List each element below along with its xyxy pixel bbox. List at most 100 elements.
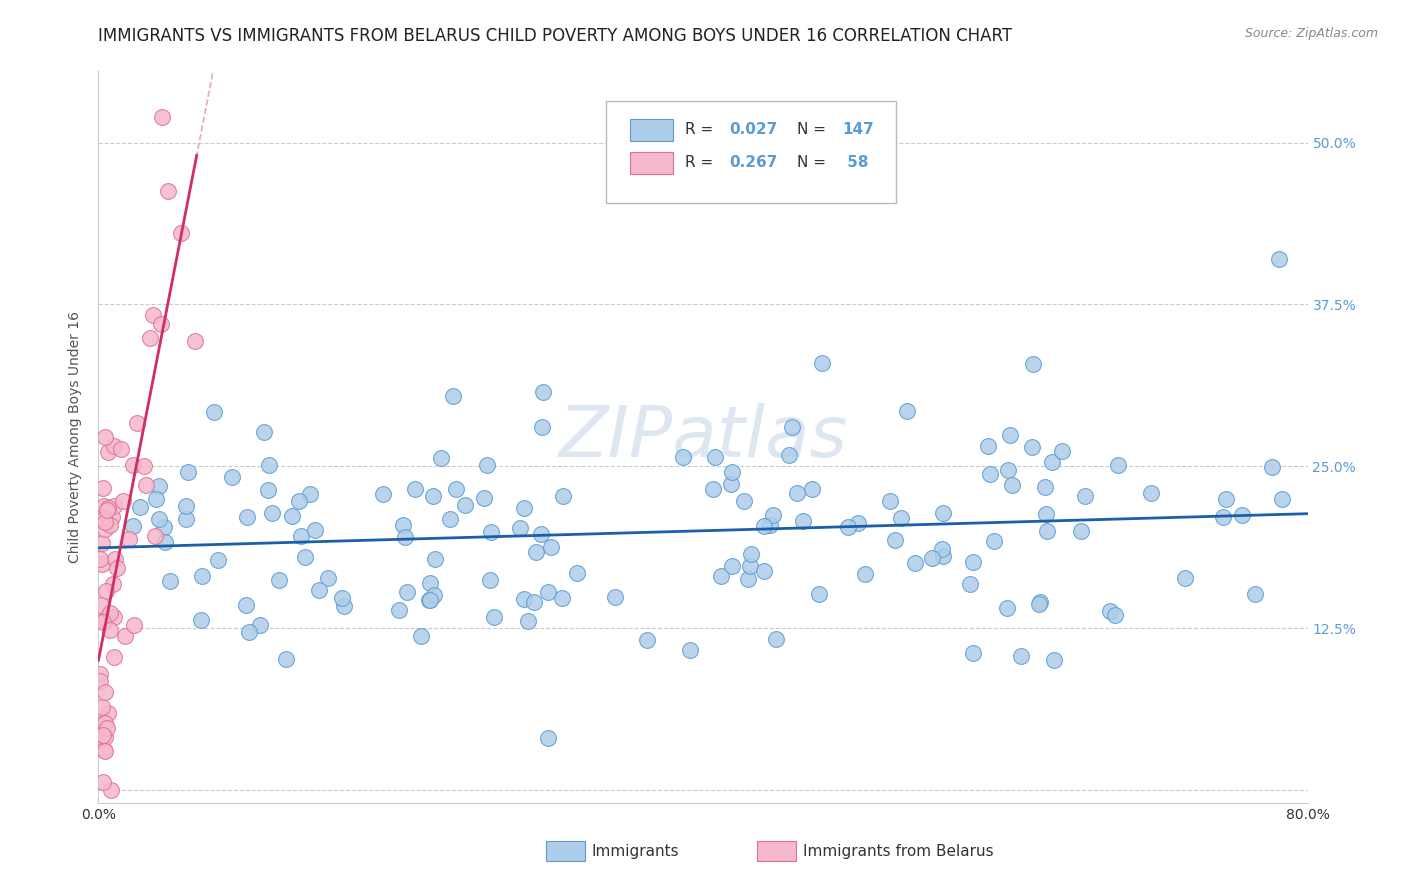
Point (1073, 490, 1095, 504)
Point (96, 584, 118, 599)
Point (446, 482, 468, 496)
Point (526, 544, 548, 558)
Point (422, 489, 444, 503)
Point (94, 430, 117, 444)
Point (472, 491, 495, 505)
Point (762, 508, 785, 523)
Point (423, 589, 446, 603)
Text: N =: N = (797, 155, 831, 170)
Point (1140, 486, 1163, 500)
Point (636, 632, 658, 647)
Point (294, 550, 316, 565)
Point (418, 593, 440, 607)
Point (672, 450, 695, 465)
Point (1174, 571, 1197, 585)
Point (1021, 440, 1043, 454)
Point (921, 551, 943, 566)
Point (1215, 492, 1237, 507)
Point (159, 574, 181, 588)
Point (100, 782, 122, 797)
Point (156, 185, 179, 199)
Point (430, 450, 453, 465)
Point (959, 577, 981, 591)
Bar (630, 152, 672, 174)
Text: R =: R = (685, 122, 718, 137)
Point (889, 511, 911, 525)
Point (932, 507, 955, 521)
Text: ZIPatlas: ZIPatlas (558, 402, 848, 472)
Text: Source: ZipAtlas.com: Source: ZipAtlas.com (1244, 27, 1378, 40)
Point (1040, 454, 1063, 468)
Point (1099, 604, 1122, 618)
Point (93, 731, 115, 745)
Point (94, 614, 117, 628)
Point (94, 515, 117, 529)
Point (100, 518, 122, 533)
Point (394, 530, 416, 544)
Point (262, 506, 284, 520)
Point (236, 510, 259, 524)
Point (752, 519, 775, 533)
Point (1261, 460, 1284, 475)
Point (90, 716, 112, 731)
Point (97, 444, 120, 458)
Point (89, 666, 111, 681)
Point (104, 552, 127, 566)
Point (522, 595, 544, 609)
Point (125, 416, 148, 430)
Point (765, 632, 787, 646)
Point (184, 334, 207, 349)
Point (98, 623, 121, 637)
Point (997, 462, 1019, 476)
Point (395, 585, 418, 599)
Point (896, 403, 918, 417)
Text: R =: R = (685, 155, 718, 170)
Point (1070, 524, 1092, 538)
Point (91, 481, 114, 495)
Point (720, 559, 742, 574)
Point (93, 512, 115, 526)
Point (252, 425, 274, 440)
Point (91, 535, 114, 549)
Point (150, 110, 173, 124)
Point (118, 532, 141, 546)
Point (129, 500, 152, 514)
Point (177, 465, 200, 479)
Point (238, 624, 260, 639)
Point (962, 646, 984, 660)
Point (1050, 444, 1073, 458)
Point (174, 512, 197, 526)
Point (91, 728, 114, 742)
Point (1230, 508, 1253, 522)
Point (93, 499, 115, 513)
Point (290, 529, 312, 543)
Point (388, 603, 411, 617)
Point (105, 560, 128, 574)
Point (256, 483, 278, 497)
Point (482, 610, 505, 624)
Point (149, 317, 172, 331)
FancyBboxPatch shape (606, 101, 897, 203)
Point (879, 494, 901, 508)
Point (304, 523, 326, 537)
Point (139, 331, 162, 345)
Text: 58: 58 (842, 155, 869, 170)
Point (101, 509, 124, 524)
Point (94, 716, 117, 731)
Point (565, 566, 588, 580)
Y-axis label: Child Poverty Among Boys Under 16: Child Poverty Among Boys Under 16 (69, 311, 83, 563)
Point (553, 489, 575, 503)
Point (121, 519, 143, 533)
Point (418, 592, 440, 607)
Point (1022, 357, 1045, 371)
Point (979, 467, 1001, 482)
Point (453, 498, 475, 512)
Point (778, 448, 800, 462)
Point (1243, 586, 1265, 600)
Point (721, 466, 744, 480)
Point (932, 549, 955, 563)
Point (1036, 524, 1059, 538)
Point (1000, 428, 1022, 442)
Point (1271, 491, 1294, 506)
Point (316, 572, 339, 586)
